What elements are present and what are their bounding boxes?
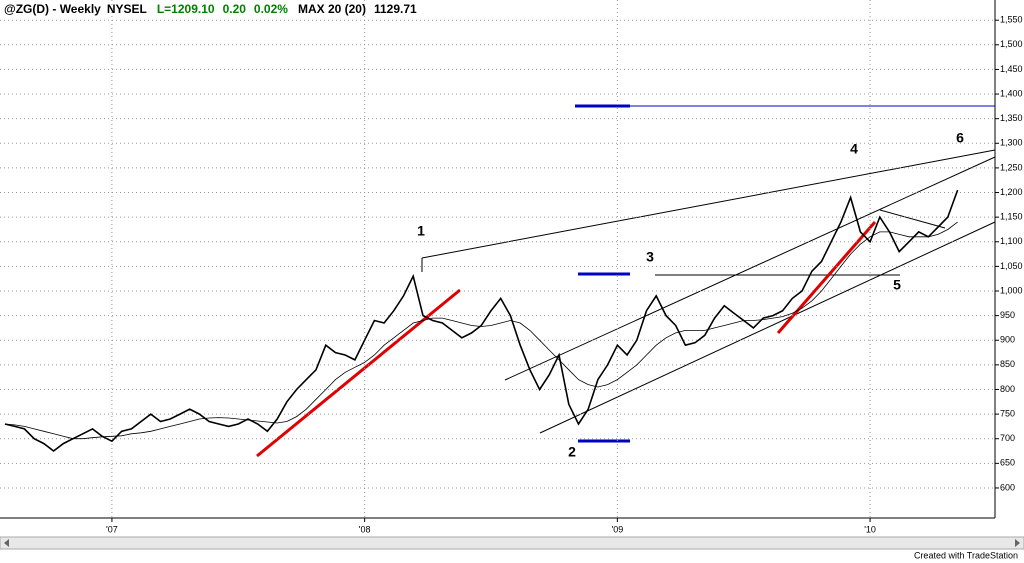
footer: Created with TradeStation [914, 550, 1018, 560]
header-item: 0.20 [223, 2, 247, 16]
wave-label: 3 [646, 249, 654, 265]
trendline [539, 221, 996, 434]
wave-label: 6 [956, 130, 964, 146]
y-tick-label: 1,550 [1000, 15, 1023, 25]
y-tick-label: 700 [1000, 433, 1015, 443]
header-item: 0.02% [254, 2, 288, 16]
x-tick-label: '07 [106, 524, 118, 534]
trendline [504, 156, 996, 381]
y-tick-label: 1,450 [1000, 64, 1023, 74]
red-trendline [776, 221, 877, 334]
y-tick-label: 850 [1000, 359, 1015, 369]
x-tick-label: '10 [864, 524, 876, 534]
y-tick-label: 1,400 [1000, 88, 1023, 98]
y-tick-label: 1,000 [1000, 285, 1023, 295]
y-tick-label: 1,250 [1000, 162, 1023, 172]
y-tick-label: 800 [1000, 384, 1015, 394]
y-tick-label: 600 [1000, 482, 1015, 492]
y-tick-label: 1,300 [1000, 138, 1023, 148]
price-line [4, 189, 959, 453]
x-tick-label: '08 [359, 524, 371, 534]
header-item: NYSEL [107, 2, 147, 16]
y-tick-label: 650 [1000, 458, 1015, 468]
scrollbar[interactable] [0, 536, 1024, 550]
y-tick-label: 750 [1000, 408, 1015, 418]
header-item: 1129.71 [374, 2, 417, 16]
moving-average [4, 221, 958, 440]
y-tick-label: 1,350 [1000, 113, 1023, 123]
wave-label: 2 [568, 444, 576, 460]
x-tick-label: '09 [611, 524, 623, 534]
drawings [256, 104, 996, 458]
header-item: @ZG(D) - Weekly [4, 2, 101, 16]
wave-label: 5 [893, 277, 901, 293]
wave-label: 4 [850, 141, 858, 157]
scroll-right[interactable] [1015, 539, 1020, 547]
header-item: MAX 20 (20) [298, 2, 366, 16]
y-tick-label: 1,150 [1000, 212, 1023, 222]
trendline [421, 149, 996, 259]
trendline [879, 209, 946, 229]
scroll-left[interactable] [4, 539, 9, 547]
y-tick-label: 900 [1000, 335, 1015, 345]
y-tick-label: 950 [1000, 310, 1015, 320]
y-tick-label: 1,500 [1000, 39, 1023, 49]
y-tick-label: 1,100 [1000, 236, 1023, 246]
y-tick-label: 1,050 [1000, 261, 1023, 271]
y-tick-label: 1,200 [1000, 187, 1023, 197]
header-item: L=1209.10 [157, 2, 215, 16]
wave-label: 1 [417, 223, 425, 239]
